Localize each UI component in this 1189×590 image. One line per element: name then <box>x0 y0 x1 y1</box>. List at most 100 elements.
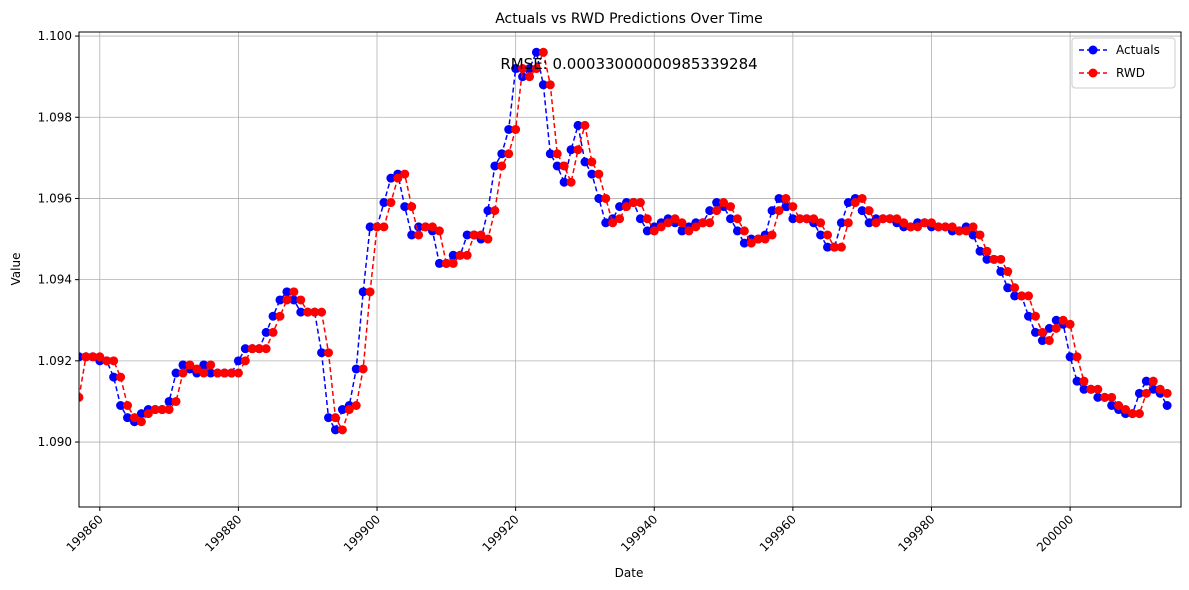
data-point-rwd <box>746 238 756 248</box>
data-point-actuals <box>864 218 874 228</box>
data-point-rwd <box>1003 267 1013 277</box>
data-point-rwd <box>136 417 146 427</box>
data-point-rwd <box>1121 405 1131 415</box>
data-point-rwd <box>88 352 98 362</box>
data-point-rwd <box>324 348 334 358</box>
data-point-actuals <box>525 64 534 74</box>
data-point-rwd <box>511 124 521 134</box>
data-point-actuals <box>642 226 652 236</box>
x-tick-label: 199920 <box>479 512 521 554</box>
data-point-actuals <box>317 348 327 358</box>
data-point-actuals <box>712 198 722 208</box>
data-point-rwd <box>434 226 444 236</box>
data-point-actuals <box>261 327 271 337</box>
data-point-rwd <box>123 401 133 410</box>
data-point-rwd <box>116 372 126 382</box>
data-point-actuals <box>767 206 777 216</box>
data-point-rwd <box>1058 315 1068 325</box>
data-point-actuals <box>511 64 521 74</box>
data-point-actuals <box>580 157 590 167</box>
data-point-actuals <box>705 206 715 216</box>
data-point-actuals <box>497 149 507 159</box>
data-point-rwd <box>407 202 417 212</box>
data-point-rwd <box>330 413 340 423</box>
data-point-rwd <box>739 226 749 236</box>
y-tick-label: 1.100 <box>38 29 72 43</box>
x-axis-label: Date <box>615 566 644 580</box>
data-point-rwd <box>899 218 909 228</box>
data-point-rwd <box>213 368 223 378</box>
data-point-rwd <box>829 242 839 252</box>
data-point-rwd <box>705 218 715 228</box>
data-point-rwd <box>268 327 278 337</box>
data-point-actuals <box>358 287 368 297</box>
y-tick-label: 1.096 <box>38 191 72 205</box>
data-point-rwd <box>802 214 812 224</box>
data-point-actuals <box>615 202 625 212</box>
data-point-rwd <box>975 230 985 240</box>
data-point-rwd <box>961 226 971 236</box>
data-point-actuals <box>379 198 389 208</box>
data-point-rwd <box>878 214 888 224</box>
data-point-rwd <box>95 352 105 362</box>
data-point-rwd <box>164 405 174 415</box>
data-point-actuals <box>1065 352 1075 362</box>
data-point-rwd <box>857 193 867 203</box>
data-point-rwd <box>143 409 153 419</box>
data-point-rwd <box>954 226 964 236</box>
data-point-rwd <box>580 120 590 130</box>
data-point-rwd <box>233 368 243 378</box>
data-point-rwd <box>462 250 472 260</box>
data-point-rwd <box>185 360 195 370</box>
data-point-actuals <box>1030 327 1040 337</box>
data-point-rwd <box>1037 327 1047 337</box>
data-point-rwd <box>538 47 548 57</box>
data-point-actuals <box>732 226 742 236</box>
data-point-rwd <box>171 396 181 406</box>
data-point-rwd <box>573 145 583 155</box>
data-point-rwd <box>608 218 618 228</box>
data-point-rwd <box>968 222 978 232</box>
data-point-rwd <box>199 368 209 378</box>
data-point-rwd <box>81 352 91 362</box>
data-point-rwd <box>566 177 576 187</box>
data-point-rwd <box>247 344 257 354</box>
data-point-actuals <box>975 246 985 256</box>
legend: Actuals RWD <box>1071 37 1176 89</box>
data-point-actuals <box>268 311 278 321</box>
x-tick-label: 199860 <box>64 512 106 554</box>
data-point-rwd <box>393 173 403 183</box>
data-point-rwd <box>601 193 611 203</box>
data-point-actuals <box>566 145 576 155</box>
data-point-rwd <box>386 198 396 208</box>
x-tick-label: 199900 <box>341 512 383 554</box>
data-point-actuals <box>462 230 472 240</box>
data-point-actuals <box>296 307 306 317</box>
data-point-rwd <box>767 230 777 240</box>
data-point-rwd <box>448 258 458 268</box>
data-point-actuals <box>843 198 853 208</box>
data-point-rwd <box>1114 401 1124 410</box>
data-point-rwd <box>1107 392 1117 402</box>
data-point-actuals <box>386 173 396 183</box>
data-point-actuals <box>1162 401 1172 410</box>
data-point-rwd <box>732 214 742 224</box>
x-axis: 199860 199880 199900 199920 199940 199960 1999… <box>64 507 1076 555</box>
data-point-actuals <box>199 360 209 370</box>
data-point-actuals <box>518 72 528 82</box>
data-point-actuals <box>739 238 749 248</box>
data-point-actuals <box>1010 291 1020 301</box>
data-point-actuals <box>164 396 174 406</box>
data-point-rwd <box>358 364 368 374</box>
data-point-rwd <box>892 214 902 224</box>
data-point-actuals <box>233 356 243 366</box>
data-point-actuals <box>1003 283 1013 293</box>
data-point-rwd <box>864 206 874 216</box>
data-point-rwd <box>254 344 264 354</box>
data-point-rwd <box>206 360 216 370</box>
data-point-rwd <box>289 287 299 297</box>
data-point-rwd <box>698 218 708 228</box>
rmse-annotation: RMSE: 0.00033000000985339284 <box>500 55 757 73</box>
legend-marker-rwd <box>1088 68 1098 78</box>
